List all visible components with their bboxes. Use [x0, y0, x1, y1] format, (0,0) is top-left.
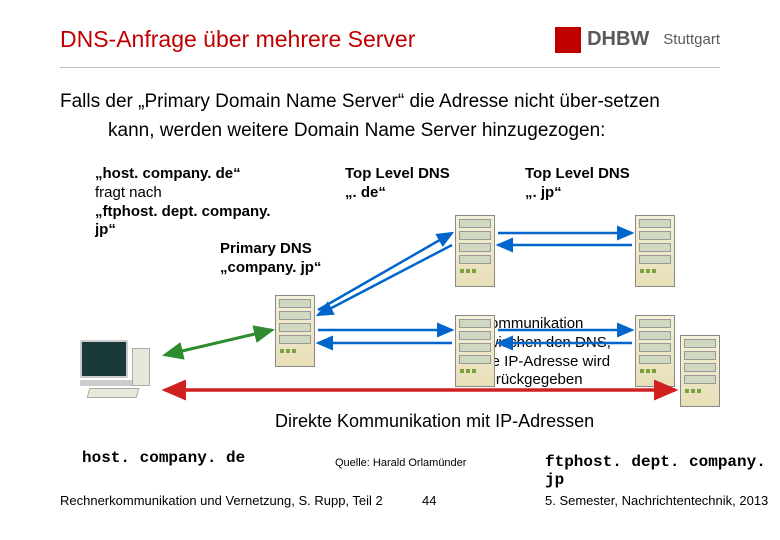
server-icon — [635, 315, 675, 387]
logo: DHBW Stuttgart — [555, 27, 720, 53]
logo-square-icon — [555, 27, 581, 53]
logo-text: DHBW — [587, 28, 649, 51]
server-icon — [680, 335, 720, 407]
direct-comm-label: Direkte Kommunikation mit IP-Adressen — [275, 410, 594, 433]
server-icon — [275, 295, 315, 367]
dns-diagram: „host. company. de“ fragt nach „ftphost.… — [0, 155, 780, 495]
primary-dns-label: Primary DNS „company. jp“ — [220, 240, 321, 278]
hostname-left: host. company. de — [82, 449, 245, 467]
hostname-right: ftphost. dept. company. jp — [545, 453, 780, 489]
source-credit: Quelle: Harald Orlamünder — [335, 457, 466, 469]
intro-line1: Falls der „Primary Domain Name Server“ d… — [60, 88, 720, 117]
footer-right: 5. Semester, Nachrichtentechnik, 2013 — [545, 493, 768, 508]
intro-line2: kann, werden weitere Domain Name Server … — [60, 117, 720, 146]
tld-de-label: Top Level DNS „. de“ — [345, 165, 450, 203]
client-computer-icon — [80, 340, 160, 400]
server-icon — [455, 215, 495, 287]
intro-text: Falls der „Primary Domain Name Server“ d… — [0, 68, 780, 145]
logo-subtext: Stuttgart — [663, 31, 720, 48]
server-icon — [455, 315, 495, 387]
server-icon — [635, 215, 675, 287]
footer-left: Rechnerkommunikation und Vernetzung, S. … — [60, 493, 383, 508]
footer-page: 44 — [422, 493, 436, 508]
host-query-label: „host. company. de“ fragt nach „ftphost.… — [95, 165, 295, 240]
tld-jp-label: Top Level DNS „. jp“ — [525, 165, 630, 203]
page-title: DNS-Anfrage über mehrere Server — [60, 26, 555, 53]
